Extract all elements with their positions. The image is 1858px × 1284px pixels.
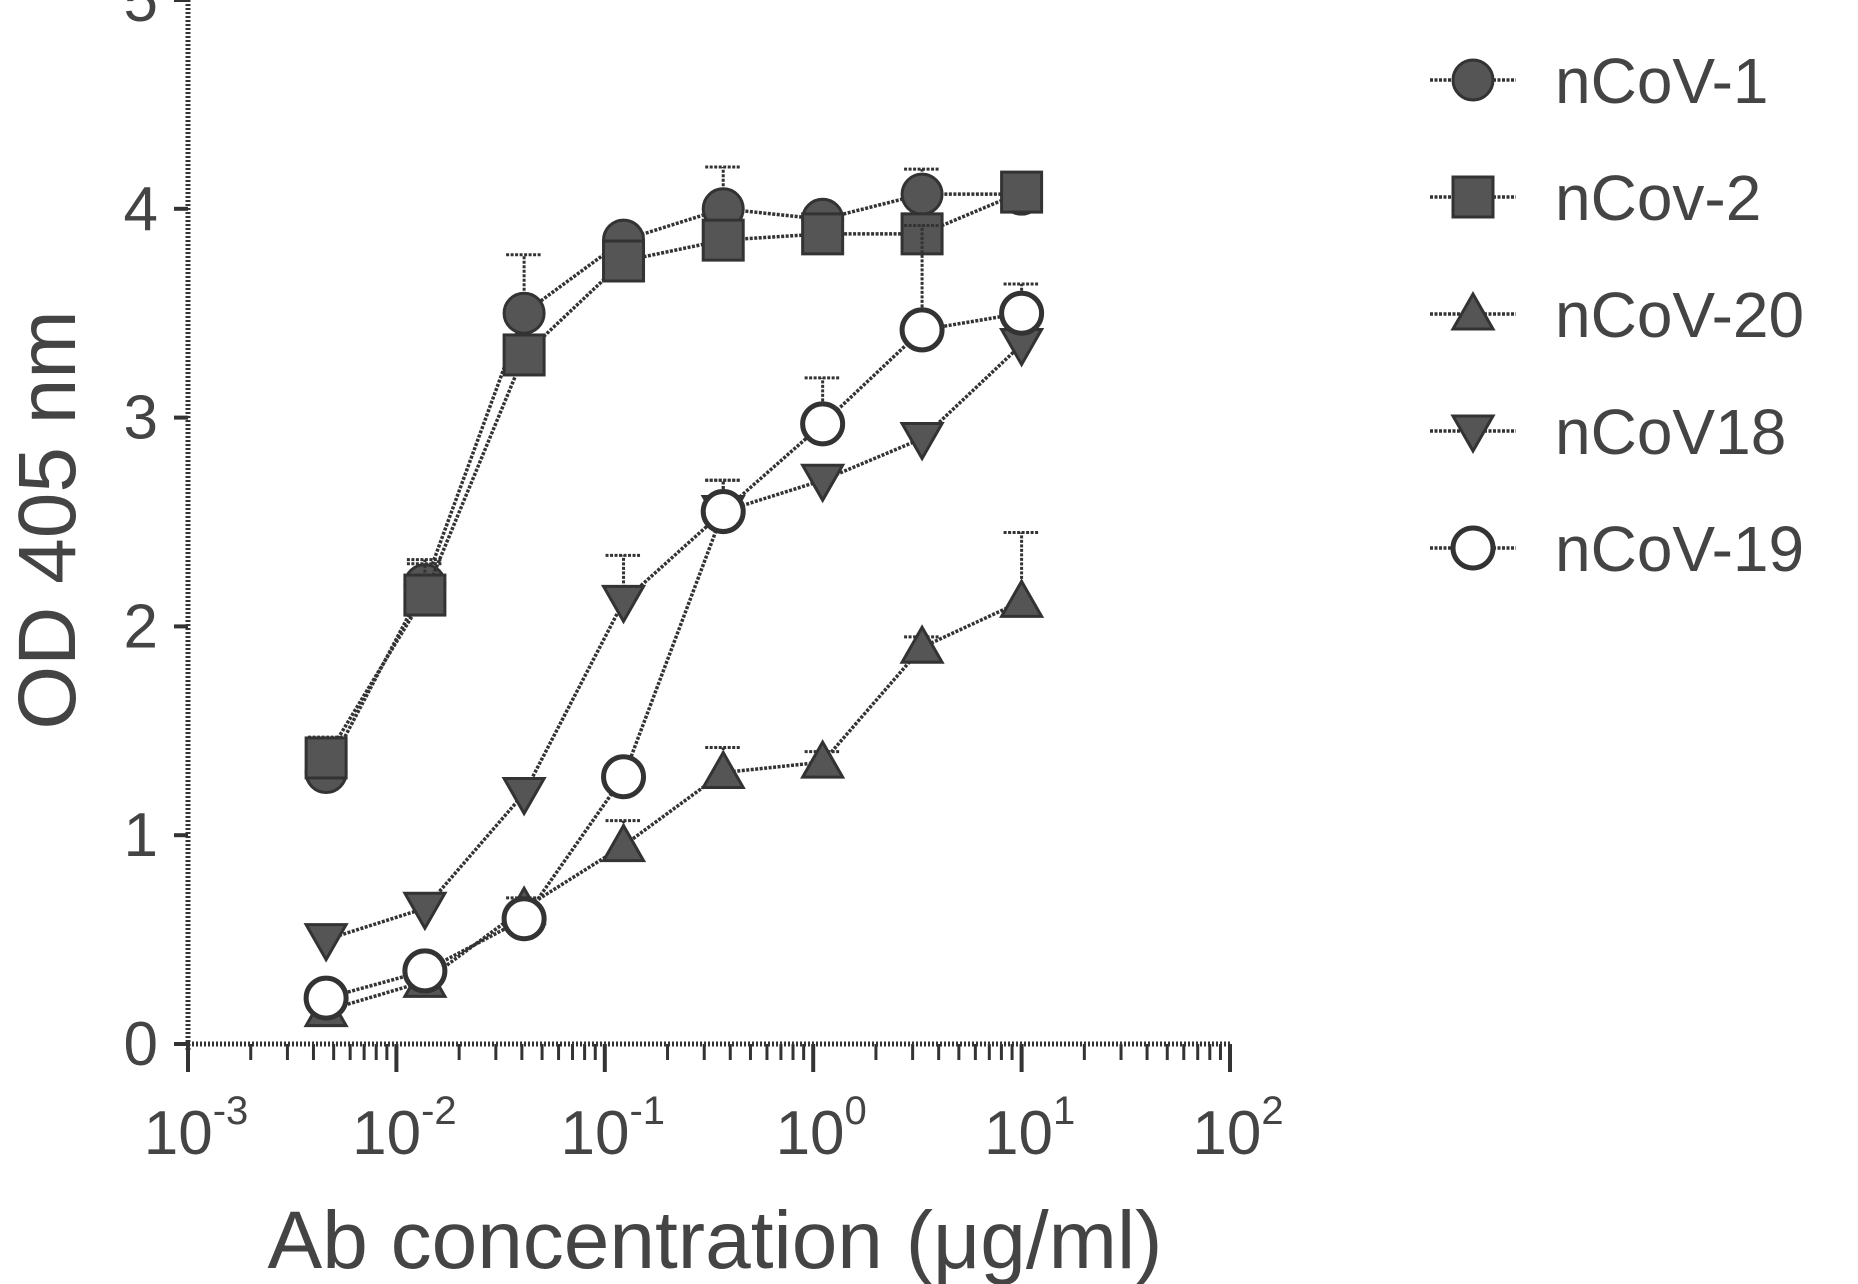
y-tick-label: 4 xyxy=(124,175,158,244)
data-point xyxy=(402,891,448,932)
data-point xyxy=(303,923,349,963)
legend-label: nCoV18 xyxy=(1555,396,1786,468)
data-point xyxy=(801,212,845,256)
legend-label: nCoV-1 xyxy=(1555,45,1768,117)
data-point xyxy=(600,822,647,863)
data-point xyxy=(602,239,646,283)
y-tick-label: 2 xyxy=(124,592,158,661)
legend-item: nCoV-20 xyxy=(1430,279,1804,351)
data-point xyxy=(800,739,846,779)
x-tick-label: 101 xyxy=(984,1089,1075,1168)
data-point xyxy=(501,776,547,817)
series-ncov-2 xyxy=(304,170,1044,780)
data-point xyxy=(800,401,846,447)
data-point xyxy=(999,578,1045,618)
data-point xyxy=(403,573,447,617)
x-tick-label: 10-1 xyxy=(561,1089,666,1168)
legend-marker xyxy=(1450,290,1496,331)
axes: 0 1 2 3 4 5 10-3 10-2 10-1 100 101 102 xyxy=(124,0,1284,1168)
series-line xyxy=(324,190,1023,759)
series-ncov-19 xyxy=(303,224,1045,1021)
legend-item: nCoV-19 xyxy=(1430,513,1804,585)
legend-label: nCoV-19 xyxy=(1555,513,1804,585)
data-point xyxy=(303,975,349,1021)
legend-marker xyxy=(1450,414,1496,455)
legend-item: nCoV-1 xyxy=(1430,45,1768,117)
x-tick-label: 102 xyxy=(1192,1089,1283,1168)
data-point xyxy=(999,290,1045,336)
series-line xyxy=(325,343,1023,942)
data-point xyxy=(899,421,945,462)
y-tick-label: 1 xyxy=(124,801,158,870)
x-tick-label: 100 xyxy=(776,1089,867,1168)
data-point xyxy=(600,584,647,625)
series-ncov-1 xyxy=(304,165,1044,795)
data-point xyxy=(899,307,945,353)
data-point xyxy=(800,463,846,504)
series-line xyxy=(324,192,1022,774)
legend-item: nCoV18 xyxy=(1430,396,1786,468)
legend-label: nCoV-20 xyxy=(1555,279,1804,351)
data-point xyxy=(701,218,745,262)
legend-marker xyxy=(1451,58,1495,102)
data-point xyxy=(501,896,547,942)
data-point xyxy=(900,172,944,216)
legend: nCoV-1 nCov-2 nCoV-20 nCoV18 nCoV-19 xyxy=(1430,45,1804,585)
y-tick-label: 3 xyxy=(124,384,158,453)
data-point xyxy=(899,624,945,664)
x-tick-label: 10-3 xyxy=(144,1089,249,1168)
y-axis-title: OD 405 nm xyxy=(2,310,93,729)
plot-area xyxy=(303,165,1045,1028)
data-point xyxy=(304,736,348,780)
y-tick-label: 0 xyxy=(124,1010,158,1079)
y-tick-label: 5 xyxy=(124,0,158,35)
x-axis-title: Ab concentration (μg/ml) xyxy=(268,1195,1163,1284)
x-tick-label: 10-2 xyxy=(352,1089,457,1168)
data-point xyxy=(700,489,746,535)
data-point xyxy=(402,948,448,994)
data-point xyxy=(502,291,546,335)
data-point xyxy=(700,749,746,790)
legend-marker xyxy=(1451,175,1495,219)
legend-label: nCov-2 xyxy=(1555,162,1761,234)
data-point xyxy=(502,333,546,377)
data-point xyxy=(1000,170,1044,214)
legend-item: nCov-2 xyxy=(1430,162,1761,234)
legend-marker xyxy=(1450,525,1496,571)
data-point xyxy=(601,754,647,800)
